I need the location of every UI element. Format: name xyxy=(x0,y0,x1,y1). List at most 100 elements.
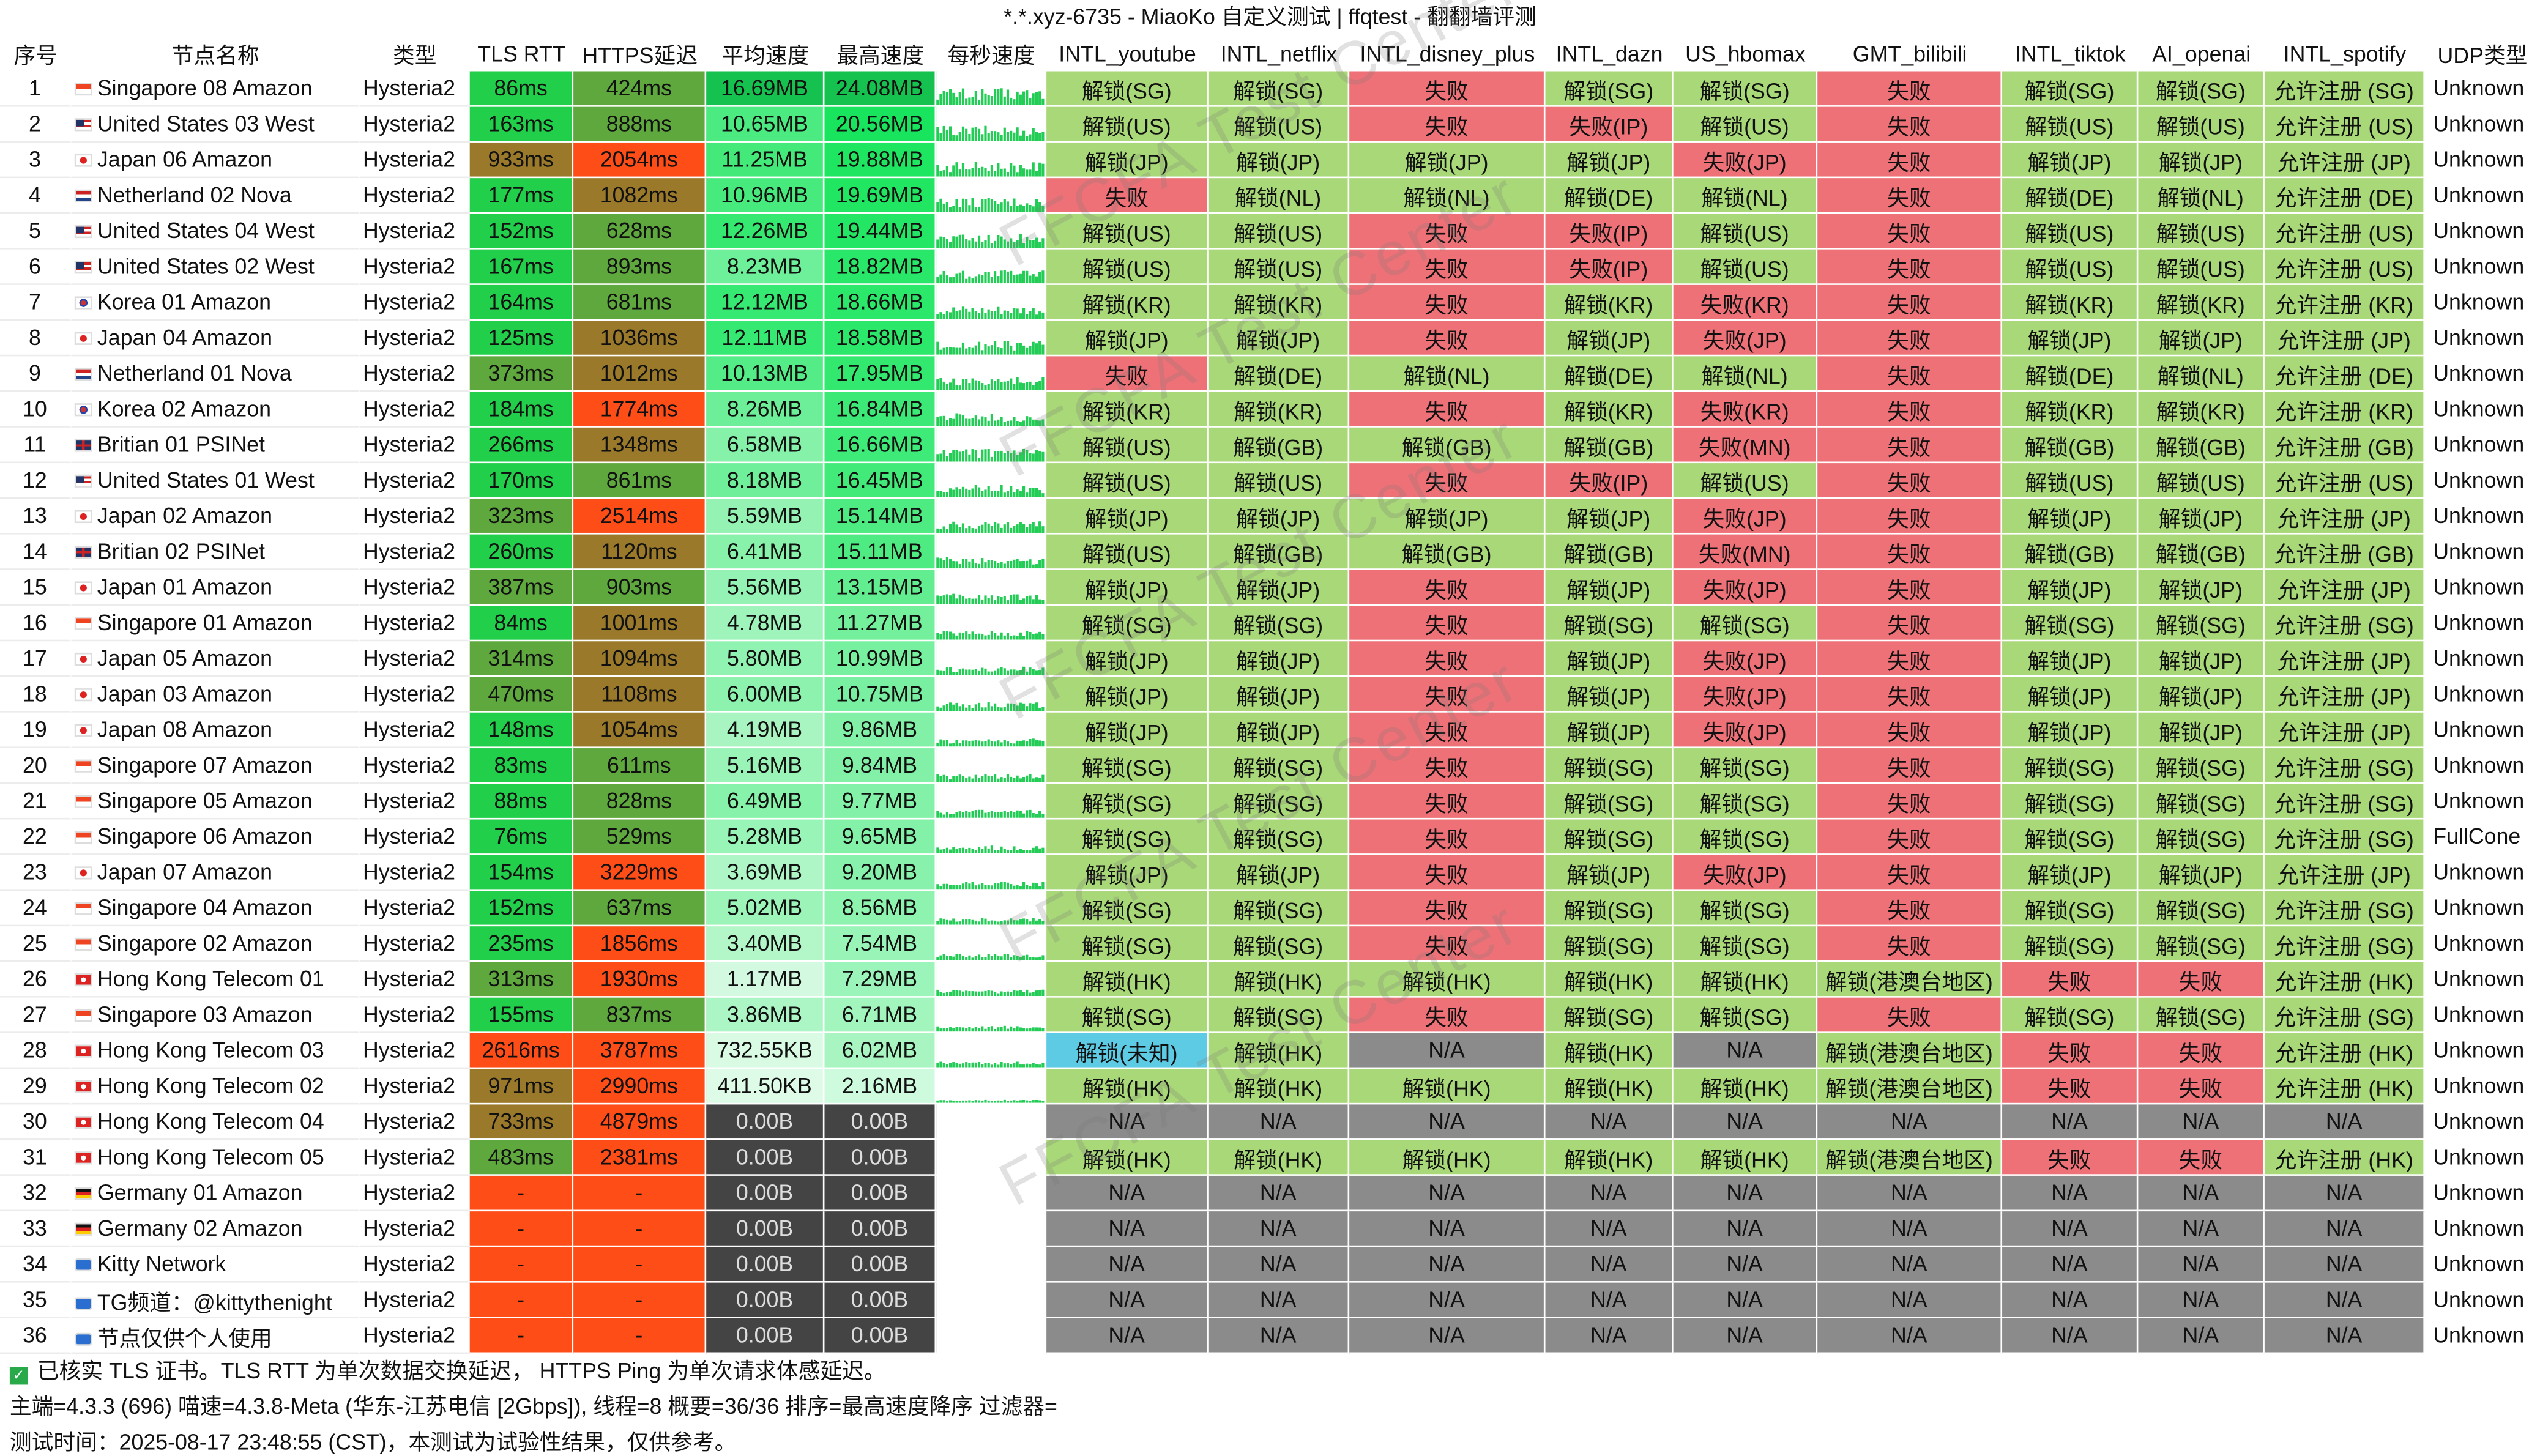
sparkline-bar xyxy=(971,708,974,711)
sparkline-bar xyxy=(1000,168,1003,177)
table-row[interactable]: 34 Kitty Network Hysteria2- -0.00B 0.00B N/A N… xyxy=(0,1247,2540,1283)
sparkline-bar xyxy=(942,237,945,248)
sparkline-bar xyxy=(942,170,945,177)
table-row[interactable]: 32 Germany 01 Amazon Hysteria2- -0.00B 0.00B… xyxy=(0,1175,2540,1212)
column-header[interactable]: 平均速度 xyxy=(721,43,810,69)
sparkline-bar xyxy=(961,596,965,604)
max-speed: 19.88MB xyxy=(824,142,937,179)
column-header[interactable]: 最高速度 xyxy=(836,43,925,69)
node-type: Hysteria2 xyxy=(359,784,470,820)
sparkline-bar xyxy=(958,632,961,640)
table-row[interactable]: 8 Japan 04 Amazon Hysteria2 125ms 1036ms 12.1… xyxy=(0,321,2540,357)
table-row[interactable]: 12 United States 01 West Hysteria2 170ms 861… xyxy=(0,463,2540,499)
column-header[interactable]: INTL_disney_plus xyxy=(1360,41,1535,66)
row-index: 34 xyxy=(0,1247,72,1283)
table-row[interactable]: 4 Netherland 02 Nova Hysteria2 177ms 1082ms 1… xyxy=(0,178,2540,214)
table-row[interactable]: 11 Britian 01 PSINet Hysteria2 266ms 1348ms 6… xyxy=(0,427,2540,464)
table-row[interactable]: 23 Japan 07 Amazon Hysteria2 154ms 3229ms 3.6… xyxy=(0,855,2540,891)
sparkline-bar xyxy=(1003,1099,1006,1103)
column-header[interactable]: HTTPS延迟 xyxy=(582,43,698,69)
table-row[interactable]: 16 Singapore 01 Amazon Hysteria2 84ms 1001ms… xyxy=(0,606,2540,642)
sparkline-bar xyxy=(1035,132,1038,141)
sparkline-bar xyxy=(1041,98,1045,106)
sparkline-bar xyxy=(945,1064,948,1068)
column-header[interactable]: INTL_netflix xyxy=(1220,41,1338,66)
sparkline-bar xyxy=(1006,271,1010,284)
sparkline-bar xyxy=(1003,524,1006,533)
table-row[interactable]: 25 Singapore 02 Amazon Hysteria2 235ms 1856m… xyxy=(0,926,2540,962)
unlock-netflix: 解锁(HK) xyxy=(1208,1140,1350,1176)
sparkline-bar xyxy=(1000,382,1003,390)
column-header[interactable]: 序号 xyxy=(13,43,58,69)
table-row[interactable]: 22 Singapore 06 Amazon Hysteria2 76ms 529ms 5… xyxy=(0,819,2540,855)
table-row[interactable]: 26 Hong Kong Telecom 01 Hysteria2 313ms 1930… xyxy=(0,962,2540,998)
column-header[interactable]: INTL_spotify xyxy=(2283,41,2407,66)
sparkline-bar xyxy=(949,595,952,604)
column-header[interactable]: INTL_youtube xyxy=(1059,41,1196,66)
table-row[interactable]: 30 Hong Kong Telecom 04 Hysteria2 733ms 4879… xyxy=(0,1104,2540,1140)
udp-type: Unknown xyxy=(2425,784,2540,820)
unlock-bilibili: N/A xyxy=(1817,1282,2003,1318)
table-row[interactable]: 19 Japan 08 Amazon Hysteria2 148ms 1054ms 4.1… xyxy=(0,712,2540,749)
unlock-openai: 解锁(JP) xyxy=(2138,142,2265,179)
table-row[interactable]: 15 Japan 01 Amazon Hysteria2 387ms 903ms 5.56… xyxy=(0,570,2540,606)
table-row[interactable]: 17 Japan 05 Amazon Hysteria2 314ms 1094ms 5.8… xyxy=(0,641,2540,677)
table-row[interactable]: 28 Hong Kong Telecom 03 Hysteria2 2616ms 378… xyxy=(0,1033,2540,1069)
table-row[interactable]: 33 Germany 02 Amazon Hysteria2- -0.00B 0.00B… xyxy=(0,1211,2540,1247)
table-row[interactable]: 35 TG频道：@kittythenight Hysteria2- -0.00B 0.0… xyxy=(0,1282,2540,1318)
sparkline-bar xyxy=(936,595,939,604)
table-row[interactable]: 1 Singapore 08 Amazon Hysteria2 86ms 424ms 16… xyxy=(0,71,2540,107)
table-row[interactable]: 29 Hong Kong Telecom 02 Hysteria2 971ms 2990… xyxy=(0,1069,2540,1105)
table-row[interactable]: 27 Singapore 03 Amazon Hysteria2 155ms 837ms… xyxy=(0,997,2540,1033)
column-header[interactable]: US_hbomax xyxy=(1685,41,1806,66)
column-header[interactable]: GMT_bilibili xyxy=(1852,41,1967,66)
sparkline-bar xyxy=(987,671,990,675)
column-header[interactable]: 每秒速度 xyxy=(947,43,1035,69)
sparkline-bar xyxy=(1013,1100,1016,1103)
sparkline-bar xyxy=(955,273,958,284)
sparkline-bar xyxy=(939,918,942,925)
table-row[interactable]: 9 Netherland 01 Nova Hysteria2 373ms 1012ms 1… xyxy=(0,356,2540,392)
table-row[interactable]: 3 Japan 06 Amazon Hysteria2 933ms 2054ms 11.2… xyxy=(0,142,2540,179)
table-row[interactable]: 21 Singapore 05 Amazon Hysteria2 88ms 828ms 6… xyxy=(0,784,2540,820)
sparkline-bar xyxy=(997,419,1000,426)
sparkline-bar xyxy=(961,991,965,997)
sparkline-bar xyxy=(961,270,965,284)
table-row[interactable]: 6 United States 02 West Hysteria2 167ms 893m… xyxy=(0,249,2540,285)
sparkline-bar xyxy=(974,774,977,782)
table-row[interactable]: 20 Singapore 07 Amazon Hysteria2 83ms 611ms 5… xyxy=(0,748,2540,784)
table-row[interactable]: 18 Japan 03 Amazon Hysteria2 470ms 1108ms 6.0… xyxy=(0,677,2540,713)
table-row[interactable]: 13 Japan 02 Amazon Hysteria2 323ms 2514ms 5.5… xyxy=(0,499,2540,535)
unlock-openai: 失败 xyxy=(2138,962,2265,998)
sparkline-bar xyxy=(981,883,984,890)
column-header[interactable]: INTL_dazn xyxy=(1555,41,1663,66)
column-header[interactable]: INTL_tiktok xyxy=(2014,41,2126,66)
column-header[interactable]: AI_openai xyxy=(2152,41,2251,66)
row-index: 27 xyxy=(0,997,72,1033)
sparkline-bar xyxy=(936,341,939,355)
node-type: Hysteria2 xyxy=(359,1033,470,1069)
sparkline-bar xyxy=(955,1100,958,1103)
unlock-youtube: 解锁(HK) xyxy=(1046,1140,1209,1176)
https-latency: 1774ms xyxy=(573,392,707,428)
sparkline-bar xyxy=(952,92,955,106)
column-header[interactable]: 类型 xyxy=(392,43,437,69)
table-row[interactable]: 31 Hong Kong Telecom 05 Hysteria2 483ms 2381… xyxy=(0,1140,2540,1176)
table-row[interactable]: 10 Korea 02 Amazon Hysteria2 184ms 1774ms 8.2… xyxy=(0,392,2540,428)
table-row[interactable]: 2 United States 03 West Hysteria2 163ms 888m… xyxy=(0,106,2540,143)
per-second-speed xyxy=(936,106,1047,143)
table-row[interactable]: 24 Singapore 04 Amazon Hysteria2 152ms 637ms… xyxy=(0,891,2540,927)
sparkline-bar xyxy=(936,743,939,747)
table-row[interactable]: 36 节点仅供个人使用 Hysteria2- -0.00B 0.00B N/A N/A N/A… xyxy=(0,1318,2540,1354)
column-header[interactable]: TLS RTT xyxy=(477,41,566,66)
sparkline-bar xyxy=(1013,635,1016,640)
unlock-netflix: 解锁(US) xyxy=(1208,214,1350,250)
table-row[interactable]: 7 Korea 01 Amazon Hysteria2 164ms 681ms 12.12… xyxy=(0,284,2540,321)
table-row[interactable]: 5 United States 04 West Hysteria2 152ms 628m… xyxy=(0,214,2540,250)
table-row[interactable]: 14 Britian 02 PSINet Hysteria2 260ms 1120ms 6… xyxy=(0,534,2540,570)
column-header[interactable]: 节点名称 xyxy=(171,43,259,69)
column-header[interactable]: UDP类型 xyxy=(2437,43,2528,69)
unlock-disney-plus: 失败 xyxy=(1349,321,1546,357)
row-index: 30 xyxy=(0,1104,72,1140)
node-name: Japan 08 Amazon xyxy=(97,717,272,742)
